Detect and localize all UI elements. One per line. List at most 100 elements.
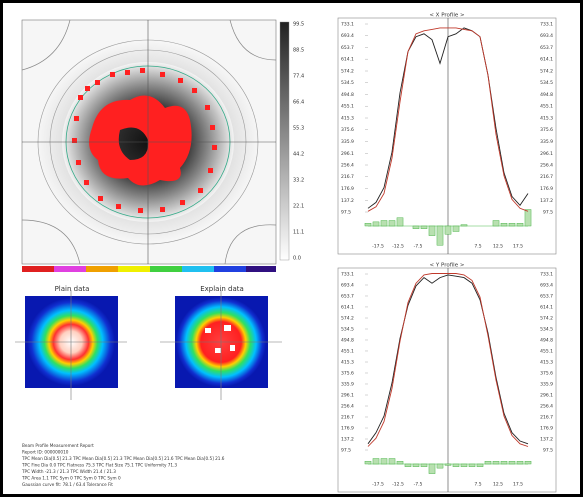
diff-bar xyxy=(365,461,371,464)
y-tick-label: 97.5 xyxy=(543,210,553,216)
y-tick-label: 97.5 xyxy=(543,448,553,454)
diff-bar xyxy=(501,461,507,464)
y-tick-label: 614.1 xyxy=(540,57,553,63)
y-tick-label: 256.4 xyxy=(341,163,354,169)
y-tick-label: 733.1 xyxy=(341,22,354,28)
y-tick-label: 455.1 xyxy=(341,348,354,354)
diff-bar xyxy=(469,464,475,467)
y-tick-label: 375.6 xyxy=(540,127,553,133)
y-tick-label: 375.6 xyxy=(540,370,553,376)
y-tick-label: 614.1 xyxy=(341,57,354,63)
colorbar-label: 11.1 xyxy=(293,230,304,236)
y-tick-label: 653.7 xyxy=(540,45,553,51)
y-tick-label: 733.1 xyxy=(540,22,553,28)
colorbar-label: 77.4 xyxy=(293,74,304,80)
y-tick-label: 455.1 xyxy=(341,104,354,110)
y-tick-label: 693.4 xyxy=(341,282,354,288)
y-tick-label: 733.1 xyxy=(540,272,553,278)
diff-bar xyxy=(453,226,459,232)
x-tick-label: 17.5 xyxy=(513,482,523,488)
colorbar-label: 88.5 xyxy=(293,48,304,54)
colorbar-label: 0.0 xyxy=(293,256,301,262)
diff-bar xyxy=(429,464,435,474)
x-tick-label: -12.5 xyxy=(392,244,404,250)
diff-bar xyxy=(493,461,499,464)
diff-bar xyxy=(445,226,451,234)
thumbnail-title: Plain data xyxy=(55,285,90,293)
app-window: 99.588.577.466.455.344.233.222.111.10.0 … xyxy=(0,0,583,497)
y-tick-label: 296.1 xyxy=(540,151,553,157)
y-tick-label: 335.9 xyxy=(540,381,553,387)
info-line: TPC Mean Dia[0.5] 21.3 TPC Mean Dia[0.5]… xyxy=(21,456,225,461)
y-tick-label: 653.7 xyxy=(341,45,354,51)
y-tick-label: 256.4 xyxy=(540,404,553,410)
colorbar xyxy=(280,22,289,260)
diff-bar xyxy=(445,464,451,465)
y-tick-label: 494.8 xyxy=(540,92,553,98)
y-tick-label: 176.9 xyxy=(341,426,354,432)
y-tick-label: 415.3 xyxy=(341,360,354,366)
diff-bar xyxy=(389,221,395,227)
y-tick-label: 256.4 xyxy=(341,404,354,410)
diff-bar xyxy=(493,221,499,227)
colorbar-label: 99.5 xyxy=(293,22,304,28)
info-line: Report ID: 000000010 xyxy=(22,450,69,455)
y-tick-label: 375.6 xyxy=(341,370,354,376)
y-tick-label: 494.8 xyxy=(341,337,354,343)
x-tick-label: 7.5 xyxy=(474,244,481,250)
diff-bar xyxy=(517,461,523,464)
diff-bar xyxy=(381,459,387,465)
colorbar-label: 66.4 xyxy=(293,100,304,106)
diff-bar xyxy=(453,464,459,467)
x-tick-label: 12.5 xyxy=(493,244,503,250)
y-tick-label: 415.3 xyxy=(341,116,354,122)
diff-bar xyxy=(509,461,515,464)
info-line: TPC Area 1.1 TPC Sym 0 TPC Sym 0 TPC Sym… xyxy=(21,476,121,481)
diff-bar xyxy=(365,223,371,226)
diff-bar xyxy=(373,459,379,465)
diff-bar xyxy=(421,464,427,467)
colorbar-label: 44.2 xyxy=(293,152,304,158)
info-line: TPC Fine Dia 0.0 TPC Flatness 75.3 TPC F… xyxy=(21,463,177,468)
diff-bar xyxy=(413,226,419,229)
y-tick-label: 296.1 xyxy=(341,393,354,399)
diff-bar xyxy=(525,461,531,464)
diff-bar xyxy=(389,459,395,465)
x-tick-label: -12.5 xyxy=(392,482,404,488)
diff-bar xyxy=(405,464,411,467)
colorbar-label: 55.3 xyxy=(293,126,304,132)
y-tick-label: 614.1 xyxy=(341,304,354,310)
x-tick-label: -7.5 xyxy=(414,482,423,488)
diff-bar xyxy=(461,464,467,467)
y-tick-label: 176.9 xyxy=(540,426,553,432)
y-tick-label: 97.5 xyxy=(341,210,351,216)
y-tick-label: 216.7 xyxy=(540,414,553,420)
diff-bar xyxy=(381,221,387,227)
profile-title: < Y Profile > xyxy=(430,263,465,269)
y-tick-label: 216.7 xyxy=(341,174,354,180)
diff-bar xyxy=(437,226,443,245)
info-line: TPC Width -21.3 / 21.3 TPC Width 21.4 / … xyxy=(21,469,116,474)
diff-bar xyxy=(437,464,443,468)
diff-bar xyxy=(421,226,427,229)
y-tick-label: 455.1 xyxy=(540,104,553,110)
y-tick-label: 494.8 xyxy=(540,337,553,343)
y-tick-label: 574.2 xyxy=(341,316,354,322)
y-tick-label: 494.8 xyxy=(341,92,354,98)
x-tick-label: -17.5 xyxy=(372,244,384,250)
y-tick-label: 693.4 xyxy=(540,33,553,39)
diff-bar xyxy=(509,223,515,226)
info-line: Gaussian curve fit: 78.1 / 63.4 Toleranc… xyxy=(22,482,113,487)
contour-map xyxy=(22,20,276,264)
y-tick-label: 335.9 xyxy=(341,381,354,387)
y-tick-label: 534.5 xyxy=(540,326,553,332)
y-tick-label: 534.5 xyxy=(341,326,354,332)
diff-bar xyxy=(525,210,531,227)
y-tick-label: 733.1 xyxy=(341,272,354,278)
y-tick-label: 693.4 xyxy=(341,33,354,39)
report: 99.588.577.466.455.344.233.222.111.10.0 … xyxy=(0,0,583,497)
thumbnail-title: Explain data xyxy=(200,285,244,293)
diff-bar xyxy=(477,464,483,467)
diff-bar xyxy=(485,461,491,464)
